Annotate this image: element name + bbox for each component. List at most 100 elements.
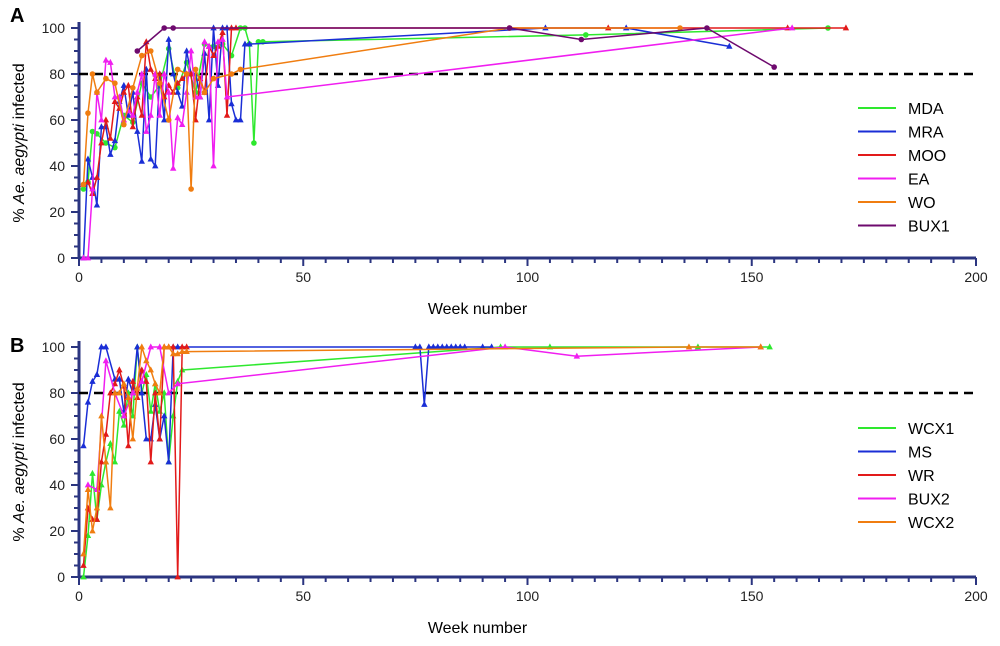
data-point-ms [84, 398, 92, 405]
data-point-mra [93, 201, 101, 208]
data-point-bux2 [93, 486, 101, 492]
data-point-bux1 [704, 25, 710, 31]
data-point-mra [237, 116, 244, 123]
data-point-wcx2 [152, 380, 159, 387]
data-point-wcx2 [102, 458, 110, 465]
data-point-moo [102, 116, 110, 123]
data-point-wr [125, 442, 132, 449]
data-point-moo [219, 29, 226, 35]
data-point-moo [125, 81, 132, 88]
data-point-mra [134, 127, 141, 134]
series-line-wo [82, 27, 680, 190]
data-point-bux1 [134, 48, 141, 54]
data-point-ea [174, 114, 181, 121]
data-point-wo [677, 25, 683, 31]
data-point-wcx1 [80, 573, 87, 580]
data-point-ms [416, 343, 424, 350]
y-tick-label: 0 [57, 250, 65, 266]
legend-label-bux1: BUX1 [908, 219, 950, 236]
data-point-mra [246, 40, 253, 47]
data-point-wcx2 [156, 389, 163, 396]
data-point-ea [134, 88, 141, 95]
data-point-ea [201, 38, 208, 45]
series-line-bux1 [136, 27, 775, 68]
legend-label-moo: MOO [908, 148, 946, 165]
y-tick-label: 100 [42, 20, 66, 36]
data-point-moo [107, 134, 114, 141]
y-axis-title-suffix: infected [11, 382, 28, 442]
data-point-wo [147, 48, 154, 54]
y-axis-title-species: Ae. aegypti [11, 123, 28, 205]
series-line-ms [82, 346, 492, 463]
y-axis-title-species: Ae. aegypti [11, 442, 28, 524]
legend-label-ms: MS [908, 445, 932, 462]
data-point-wcx1 [89, 469, 96, 476]
y-tick-label: 0 [57, 569, 65, 585]
data-point-ms [174, 343, 181, 350]
data-point-bux2 [84, 481, 92, 488]
data-point-wcx2 [125, 394, 132, 400]
legend-label-mda: MDA [908, 101, 944, 118]
data-point-ea [214, 38, 222, 45]
data-point-wcx2 [169, 350, 177, 357]
data-point-ms [80, 442, 87, 449]
data-point-wcx2 [129, 435, 137, 442]
data-point-wcx2 [174, 350, 181, 357]
data-point-ms [443, 343, 450, 350]
data-point-wr [169, 343, 177, 350]
data-point-wcx2 [161, 343, 168, 350]
data-point-wr [138, 366, 145, 373]
data-point-wcx2 [93, 504, 101, 511]
data-point-wo [183, 71, 190, 77]
data-point-ea [223, 93, 231, 100]
data-point-ea [165, 88, 172, 95]
data-point-wr [143, 377, 150, 384]
data-point-wo [121, 121, 127, 128]
data-point-ea [107, 58, 114, 65]
data-point-ea [84, 254, 92, 261]
data-point-wcx2 [183, 348, 190, 354]
data-point-ms [138, 389, 145, 396]
y-tick-label: 60 [49, 431, 65, 447]
data-point-wcx2 [143, 357, 150, 364]
data-point-ea [129, 111, 137, 118]
panel-letter-a: A [10, 5, 24, 27]
data-point-moo [120, 88, 128, 95]
data-point-wcx2 [178, 348, 186, 354]
y-axis-title-prefix: % [11, 204, 28, 223]
data-point-bux1 [170, 25, 176, 31]
data-point-wcx2 [80, 550, 87, 557]
data-point-bux1 [771, 64, 777, 70]
legend-label-mra: MRA [908, 125, 944, 142]
data-point-ms [425, 343, 433, 350]
data-point-wcx2 [120, 380, 128, 387]
data-point-wr [102, 430, 110, 437]
data-point-mda [583, 32, 589, 38]
data-point-bux2 [501, 343, 509, 350]
data-point-ea [80, 254, 87, 261]
series-line-bux2 [87, 346, 761, 491]
data-point-ea [210, 162, 217, 169]
data-point-moo [129, 123, 137, 130]
data-point-wcx2 [107, 504, 114, 511]
data-point-mra [165, 35, 172, 42]
data-point-ms [434, 343, 441, 350]
data-point-ms [452, 343, 459, 350]
data-point-ms [448, 343, 455, 350]
data-point-mra [84, 155, 92, 162]
data-point-ea [205, 42, 213, 49]
x-tick-label: 0 [75, 588, 83, 604]
data-point-wo [80, 181, 87, 188]
data-point-mra [138, 157, 145, 164]
data-point-ea [143, 127, 150, 134]
legend-label-ea: EA [908, 172, 930, 189]
data-point-ms [98, 343, 105, 350]
data-point-mra [726, 42, 733, 49]
x-tick-label: 200 [964, 588, 988, 604]
data-point-wcx1 [111, 458, 119, 465]
data-point-moo [98, 139, 105, 146]
data-point-wo [130, 85, 136, 91]
